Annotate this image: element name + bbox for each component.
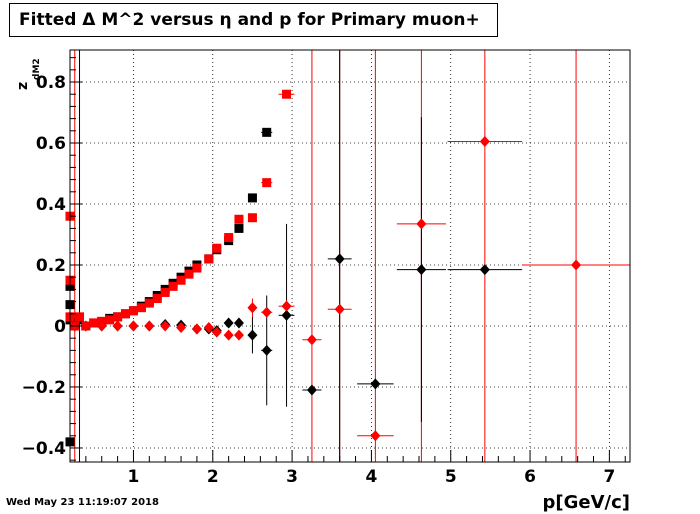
y-tick-label: 0.2 bbox=[36, 256, 66, 276]
data-point-diamond bbox=[112, 320, 123, 332]
data-point-diamond bbox=[416, 218, 427, 230]
data-point-square bbox=[247, 193, 257, 203]
y-axis-label-sub: dM2 bbox=[32, 58, 42, 80]
data-point-square bbox=[144, 298, 154, 308]
data-point-diamond bbox=[223, 317, 234, 329]
data-point-diamond bbox=[281, 309, 292, 321]
data-point-diamond bbox=[571, 259, 582, 271]
data-point-diamond bbox=[281, 300, 292, 312]
data-point-diamond bbox=[233, 317, 244, 329]
y-tick-label: 0.4 bbox=[36, 195, 66, 215]
data-point-diamond bbox=[96, 320, 107, 332]
data-point-square bbox=[212, 243, 222, 253]
x-tick-label: 3 bbox=[286, 467, 298, 487]
axes: 1 2 3 4 5 6 7 −0.4 −0.2 0 0.2 0.4 0.6 0.8 bbox=[22, 57, 626, 487]
data-point-square bbox=[234, 223, 244, 233]
data-point-diamond bbox=[160, 320, 171, 332]
data-markers bbox=[65, 89, 582, 447]
data-point-square bbox=[168, 281, 178, 291]
data-point-square bbox=[152, 294, 162, 304]
data-point-diamond bbox=[261, 306, 272, 318]
data-point-diamond bbox=[370, 378, 381, 390]
y-tick-label: −0.4 bbox=[22, 439, 67, 459]
data-point-diamond bbox=[203, 322, 214, 334]
data-point-diamond bbox=[416, 264, 427, 276]
data-point-square bbox=[282, 89, 292, 99]
data-point-diamond bbox=[479, 135, 490, 147]
data-point-diamond bbox=[261, 344, 272, 356]
data-point-diamond bbox=[370, 430, 381, 442]
data-point-diamond bbox=[191, 323, 202, 335]
y-axis-label-main: z bbox=[15, 82, 31, 90]
data-point-diamond bbox=[80, 320, 91, 332]
data-point-diamond bbox=[176, 322, 187, 334]
data-point-square bbox=[128, 306, 138, 316]
data-point-square bbox=[121, 309, 131, 319]
data-point-diamond bbox=[247, 302, 258, 314]
data-point-square bbox=[75, 312, 85, 322]
data-point-square bbox=[113, 312, 123, 322]
data-point-square bbox=[234, 214, 244, 224]
data-point-square bbox=[176, 275, 186, 285]
data-point-diamond bbox=[306, 384, 317, 396]
y-tick-label: 0.6 bbox=[36, 134, 66, 154]
x-tick-label: 7 bbox=[603, 467, 615, 487]
data-point-diamond bbox=[306, 334, 317, 346]
x-tick-label: 6 bbox=[524, 467, 536, 487]
data-point-square bbox=[224, 233, 234, 243]
x-tick-label: 5 bbox=[445, 467, 457, 487]
y-axis-label: z dM2 bbox=[15, 58, 42, 90]
data-point-square bbox=[204, 254, 214, 264]
x-tick-label: 2 bbox=[207, 467, 219, 487]
data-point-square bbox=[105, 315, 115, 325]
data-point-square bbox=[247, 213, 257, 223]
data-point-diamond bbox=[233, 329, 244, 341]
plot-frame bbox=[69, 49, 631, 463]
data-point-diamond bbox=[128, 320, 139, 332]
x-tick-label: 1 bbox=[128, 467, 140, 487]
data-point-diamond bbox=[334, 253, 345, 265]
data-point-diamond bbox=[334, 303, 345, 315]
data-point-diamond bbox=[223, 329, 234, 341]
data-point-square bbox=[136, 303, 146, 313]
data-point-diamond bbox=[247, 329, 258, 341]
y-tick-label: 0 bbox=[54, 317, 66, 337]
x-tick-label: 4 bbox=[365, 467, 377, 487]
data-point-diamond bbox=[211, 326, 222, 338]
data-point-square bbox=[89, 318, 99, 328]
data-point-diamond bbox=[144, 320, 155, 332]
y-tick-label: 0.8 bbox=[36, 73, 66, 93]
y-tick-label: −0.2 bbox=[22, 378, 66, 398]
data-point-square bbox=[184, 269, 194, 279]
timestamp: Wed May 23 11:19:07 2018 bbox=[6, 497, 159, 508]
x-axis-label: p[GeV/c] bbox=[543, 492, 631, 513]
data-point-square bbox=[262, 178, 272, 188]
chart-title: Fitted Δ M^2 versus η and p for Primary … bbox=[9, 3, 498, 37]
data-point-square bbox=[192, 263, 202, 273]
data-point-diamond bbox=[479, 264, 490, 276]
data-point-square bbox=[160, 287, 170, 297]
data-point-square bbox=[262, 127, 272, 137]
error-bars bbox=[74, 50, 630, 462]
grid bbox=[70, 50, 630, 462]
